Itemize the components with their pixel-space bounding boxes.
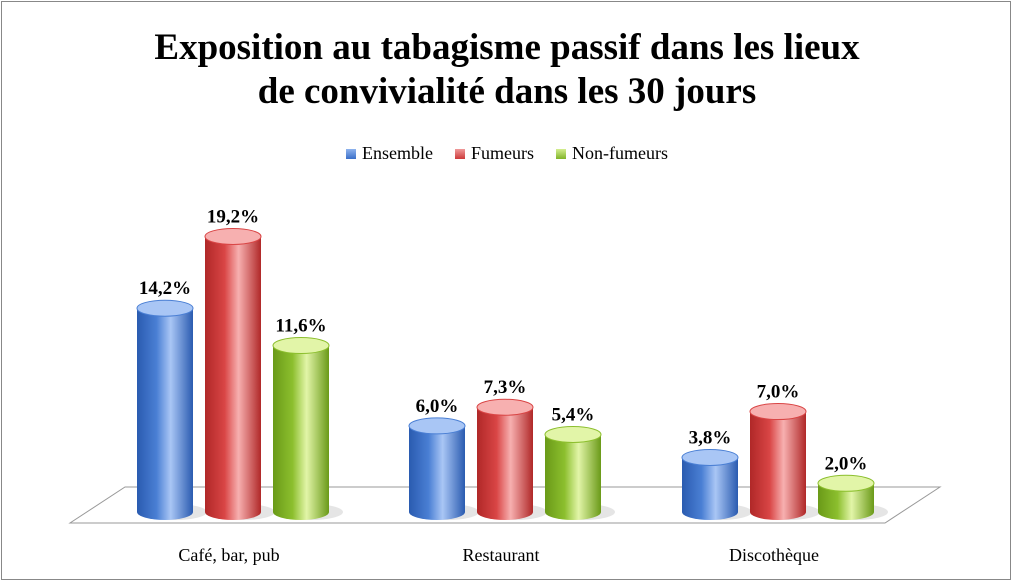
bar-fumeurs-1 xyxy=(204,227,275,520)
bar-top xyxy=(749,403,807,421)
bar-fumeurs-2 xyxy=(476,398,547,520)
bar-non-fumeurs-1 xyxy=(272,337,343,520)
bar-ensemble-1 xyxy=(136,299,207,520)
legend: Ensemble Fumeurs Non-fumeurs xyxy=(0,143,1014,164)
data-label: 7,3% xyxy=(484,377,527,398)
chart-title: Exposition au tabagisme passif dans les … xyxy=(0,26,1014,114)
legend-swatch-ensemble xyxy=(346,148,357,159)
bar-body xyxy=(409,425,465,512)
data-label: 5,4% xyxy=(552,405,595,426)
bar-top xyxy=(272,337,330,355)
data-label: 2,0% xyxy=(825,453,868,474)
bar-body xyxy=(477,407,533,512)
bar-body xyxy=(682,457,738,512)
bar-top xyxy=(544,426,602,444)
bar-bottom xyxy=(682,504,738,520)
bar-bottom xyxy=(818,504,874,520)
legend-label-fumeurs: Fumeurs xyxy=(471,143,534,163)
data-label: 19,2% xyxy=(207,206,259,227)
bar-bottom xyxy=(545,504,601,520)
data-label: 7,0% xyxy=(757,382,800,403)
category-label: Café, bar, pub xyxy=(178,545,279,565)
legend-swatch-non-fumeurs xyxy=(556,148,566,159)
bar-bottom xyxy=(477,504,533,520)
chart-title-line-2: de convivialité dans les 30 jours xyxy=(257,71,757,112)
bar-fumeurs-3 xyxy=(749,403,820,520)
category-label: Discothèque xyxy=(729,545,819,565)
bar-ensemble-3 xyxy=(681,448,752,520)
chart-title-line-1: Exposition au tabagisme passif dans les … xyxy=(154,27,860,68)
bar-ensemble-2 xyxy=(408,417,479,520)
bar-non-fumeurs-3 xyxy=(817,474,888,520)
bar-bottom xyxy=(205,504,261,520)
legend-item-non-fumeurs: Non-fumeurs xyxy=(556,143,668,164)
bar-non-fumeurs-2 xyxy=(544,426,615,520)
bar-top xyxy=(136,299,194,317)
data-label: 3,8% xyxy=(689,427,732,448)
bar-bottom xyxy=(409,504,465,520)
bar-body xyxy=(205,236,261,513)
bar-bottom xyxy=(750,504,806,520)
bar-top xyxy=(817,474,875,492)
category-label: Restaurant xyxy=(463,545,540,565)
bar-bottom xyxy=(137,504,193,520)
data-label: 11,6% xyxy=(275,316,326,337)
bar-top xyxy=(681,448,739,466)
legend-label-non-fumeurs: Non-fumeurs xyxy=(572,143,668,163)
bar-top xyxy=(408,417,466,435)
legend-label-ensemble: Ensemble xyxy=(362,143,433,163)
legend-item-ensemble: Ensemble xyxy=(346,143,433,164)
data-label: 14,2% xyxy=(139,278,191,299)
bar-bottom xyxy=(273,504,329,520)
bar-body xyxy=(273,345,329,512)
bar-top xyxy=(476,398,534,416)
bar-body xyxy=(545,434,601,512)
bar-body xyxy=(750,411,806,512)
data-label: 6,0% xyxy=(416,396,459,417)
legend-item-fumeurs: Fumeurs xyxy=(455,143,534,164)
bar-top xyxy=(204,227,262,245)
legend-swatch-fumeurs xyxy=(455,148,465,159)
bar-body xyxy=(137,308,193,512)
